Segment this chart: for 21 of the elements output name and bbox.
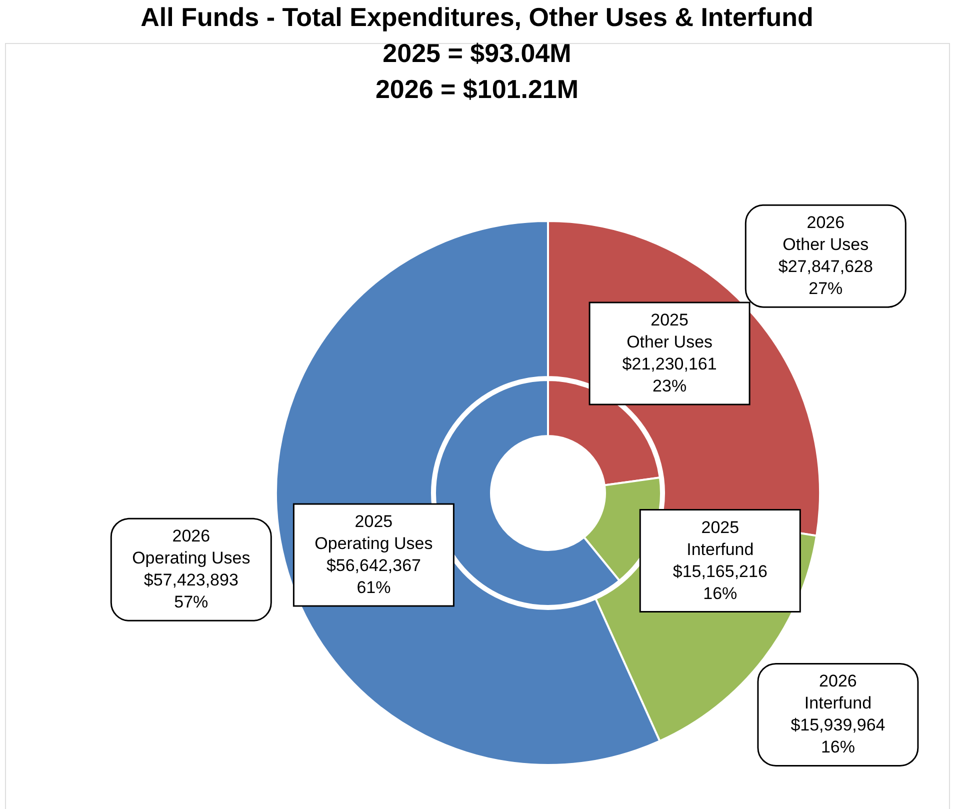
data-label: $27,847,628 27%: [778, 257, 873, 298]
data-label: $56,642,367 61%: [326, 556, 421, 598]
text: 2025 = $93.04M: [382, 38, 572, 68]
slice-label: Other Uses: [626, 332, 713, 352]
text: 2026: [172, 526, 210, 546]
category-label: Operating Uses: [132, 548, 250, 568]
text: 2026: [806, 213, 845, 232]
slice-label: 2026: [819, 672, 857, 691]
slice-label: Operating Uses: [314, 534, 433, 554]
data-label: $57,423,893 57%: [144, 570, 238, 612]
slice-label: 2025: [701, 518, 740, 537]
text: 2025: [650, 310, 688, 330]
category-label: Interfund: [804, 694, 872, 713]
text: 2026 = $101.21M: [375, 74, 579, 104]
category-label: Other Uses: [782, 235, 869, 254]
text: All Funds - Total Expenditures, Other Uses & Interfund: [140, 2, 814, 32]
text: 2025: [354, 512, 393, 532]
data-label: $21,230,161 23%: [622, 354, 717, 396]
data-label: $15,939,964 16%: [790, 716, 886, 757]
slice-label: Interfund: [686, 540, 754, 559]
data-label: $15,165,216 16%: [672, 562, 768, 603]
